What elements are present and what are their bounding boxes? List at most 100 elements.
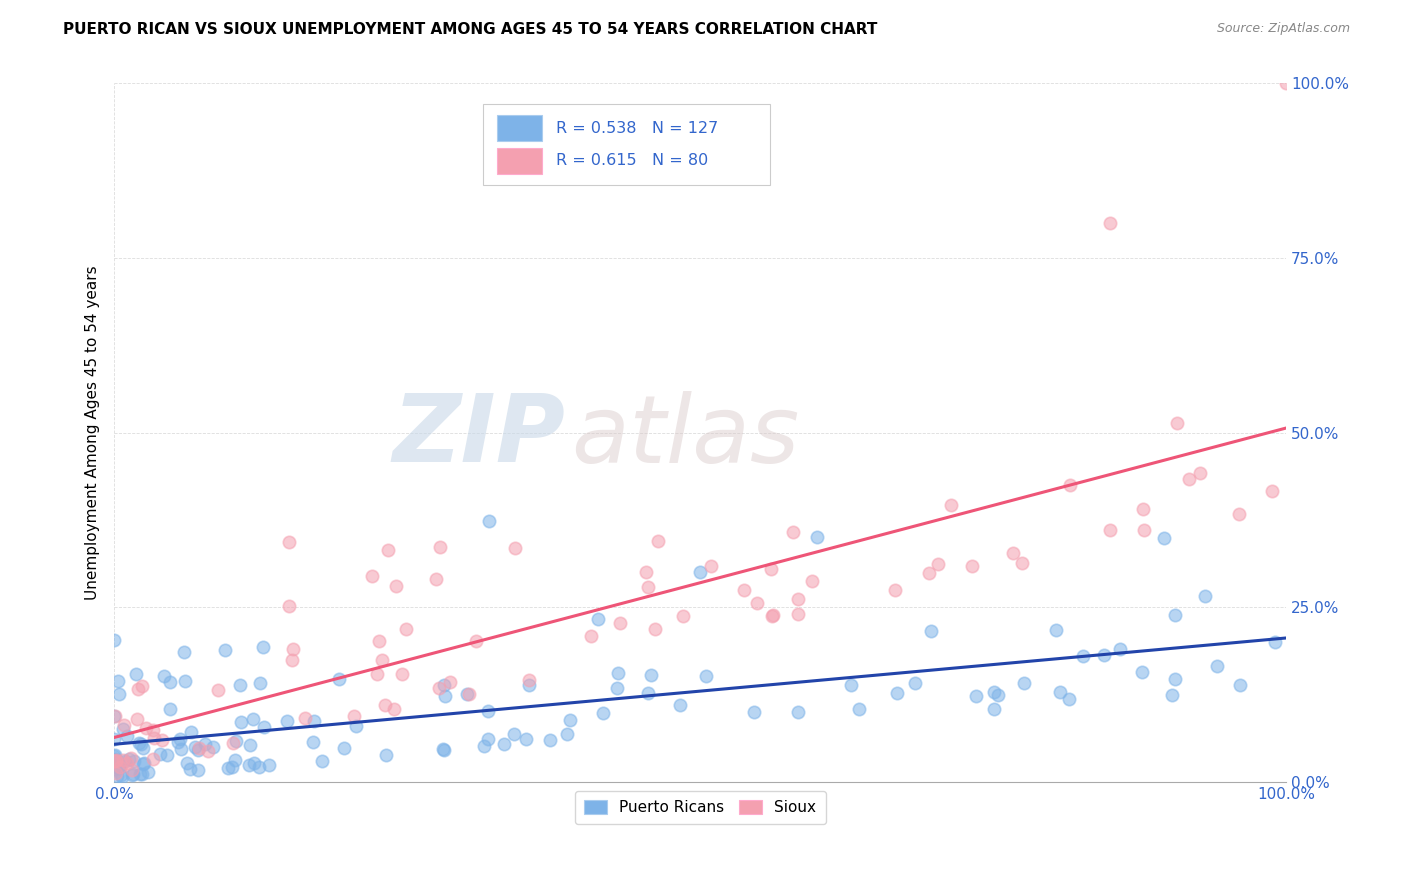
Point	[104, 709, 127, 723]
Point	[1275, 77, 1298, 91]
Point	[169, 731, 191, 746]
Point	[920, 624, 942, 639]
Point	[1229, 678, 1251, 692]
Point	[1261, 483, 1284, 498]
Point	[105, 769, 128, 783]
Point	[433, 743, 456, 757]
Point	[131, 767, 153, 781]
Point	[281, 642, 304, 657]
Point	[385, 579, 408, 593]
Point	[368, 634, 391, 648]
Point	[918, 566, 941, 581]
Point	[1011, 556, 1033, 570]
Point	[1132, 502, 1154, 516]
Point	[159, 702, 181, 716]
Text: PUERTO RICAN VS SIOUX UNEMPLOYMENT AMONG AGES 45 TO 54 YEARS CORRELATION CHART: PUERTO RICAN VS SIOUX UNEMPLOYMENT AMONG…	[63, 22, 877, 37]
Point	[1189, 466, 1212, 480]
Point	[361, 569, 384, 583]
Point	[135, 721, 157, 735]
Point	[762, 607, 785, 622]
Text: R = 0.538   N = 127: R = 0.538 N = 127	[555, 120, 718, 136]
Point	[224, 753, 246, 767]
Point	[242, 712, 264, 726]
Point	[149, 747, 172, 761]
Point	[343, 709, 366, 723]
Point	[786, 705, 808, 719]
Point	[124, 667, 146, 681]
Point	[136, 765, 159, 780]
Point	[374, 698, 396, 713]
Text: R = 0.615   N = 80: R = 0.615 N = 80	[555, 153, 709, 169]
Point	[103, 632, 125, 647]
Point	[108, 760, 131, 774]
Point	[671, 608, 693, 623]
Point	[202, 739, 225, 754]
Point	[156, 747, 179, 762]
Point	[456, 687, 478, 701]
Point	[277, 535, 299, 549]
Point	[1132, 665, 1154, 679]
Point	[131, 737, 153, 751]
Point	[217, 761, 239, 775]
Point	[1049, 685, 1071, 699]
Point	[699, 559, 721, 574]
Point	[640, 668, 662, 682]
Point	[238, 758, 260, 772]
Point	[787, 607, 810, 622]
Point	[669, 698, 692, 712]
Point	[432, 742, 454, 756]
Point	[1092, 648, 1115, 662]
Point	[104, 765, 127, 780]
Point	[782, 525, 804, 540]
Point	[132, 756, 155, 771]
Point	[586, 612, 609, 626]
Point	[433, 678, 456, 692]
Point	[987, 688, 1010, 702]
Point	[104, 752, 127, 766]
Point	[477, 731, 499, 746]
Point	[377, 543, 399, 558]
Point	[457, 687, 479, 701]
Point	[886, 686, 908, 700]
Point	[214, 643, 236, 657]
Point	[103, 732, 125, 747]
Point	[538, 732, 561, 747]
Point	[111, 770, 134, 784]
Point	[122, 754, 145, 768]
Point	[207, 682, 229, 697]
Point	[1071, 649, 1094, 664]
Point	[179, 762, 201, 776]
Point	[108, 757, 131, 772]
Point	[1012, 675, 1035, 690]
Point	[187, 740, 209, 755]
Point	[439, 675, 461, 690]
Point	[173, 645, 195, 659]
Point	[252, 640, 274, 655]
Point	[503, 541, 526, 555]
Point	[1227, 508, 1250, 522]
Y-axis label: Unemployment Among Ages 45 to 54 years: Unemployment Among Ages 45 to 54 years	[86, 265, 100, 599]
Point	[747, 596, 769, 610]
Text: ZIP: ZIP	[392, 390, 565, 482]
Point	[180, 725, 202, 739]
Point	[634, 566, 657, 580]
FancyBboxPatch shape	[484, 104, 770, 185]
Point	[294, 711, 316, 725]
Point	[104, 748, 127, 763]
Point	[281, 652, 304, 666]
Point	[174, 674, 197, 689]
Point	[131, 680, 153, 694]
Point	[118, 752, 141, 766]
Point	[607, 665, 630, 680]
Point	[142, 752, 165, 766]
Point	[1057, 692, 1080, 706]
Legend: Puerto Ricans, Sioux: Puerto Ricans, Sioux	[575, 791, 825, 824]
Point	[105, 760, 128, 774]
Point	[427, 681, 450, 695]
Point	[1194, 589, 1216, 603]
Point	[761, 609, 783, 624]
Point	[883, 583, 905, 598]
Point	[1099, 216, 1122, 230]
Point	[848, 702, 870, 716]
Point	[464, 634, 486, 648]
